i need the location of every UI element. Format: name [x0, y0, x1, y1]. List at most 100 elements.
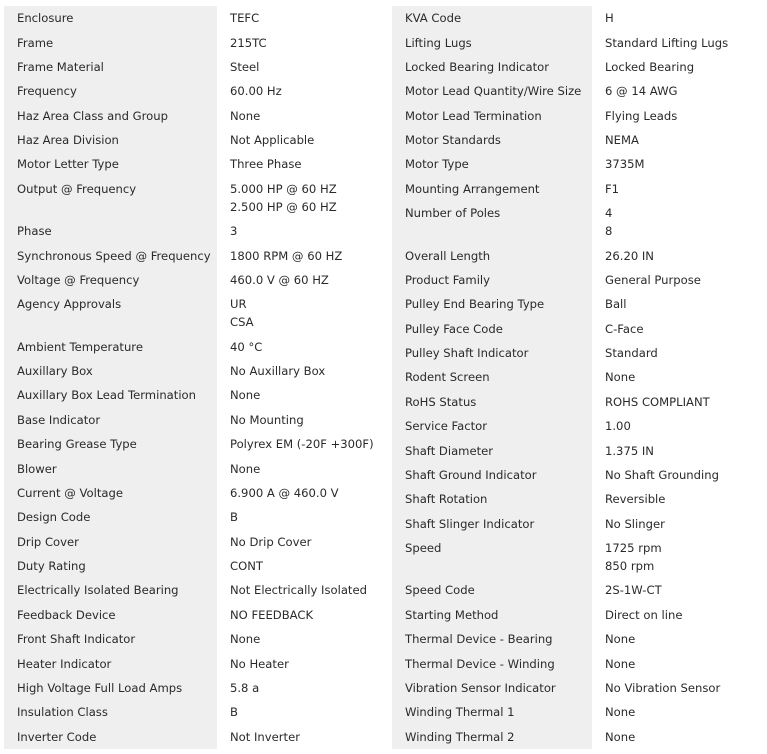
- spec-value: Direct on line: [592, 603, 767, 627]
- spec-row: Product Family General Purpose: [392, 267, 767, 293]
- spec-value-line: Not Inverter: [230, 729, 300, 744]
- spec-value-line: None: [230, 461, 261, 476]
- spec-value-line: 6 @ 14 AWG: [605, 84, 678, 99]
- spec-row: Mounting Arrangement F1: [392, 176, 767, 201]
- spec-value: 6.900 A @ 460.0 V: [217, 481, 392, 505]
- spec-row: Current @ Voltage 6.900 A @ 460.0 V: [4, 480, 392, 506]
- spec-value-line: Not Applicable: [230, 133, 315, 148]
- spec-row: Motor Letter Type Three Phase: [4, 152, 392, 177]
- spec-value-line: None: [605, 370, 636, 385]
- spec-value: 1725 rpm 850 rpm: [592, 536, 767, 578]
- spec-value-line: 60.00 Hz: [230, 84, 282, 99]
- spec-value-line: NO FEEDBACK: [230, 607, 314, 622]
- spec-value-line: 3735M: [605, 157, 645, 172]
- spec-label: Speed: [392, 535, 592, 579]
- spec-label: Auxillary Box: [4, 358, 217, 384]
- spec-value-line: 850 rpm: [605, 559, 655, 574]
- spec-row: Frame Material Steel: [4, 54, 392, 80]
- spec-value: 60.00 Hz: [217, 79, 392, 103]
- spec-value-line: 4: [605, 206, 613, 221]
- spec-row: Inverter Code Not Inverter: [4, 724, 392, 749]
- spec-row: Motor Type 3735M: [392, 152, 767, 177]
- spec-value: 5.8 a: [217, 676, 392, 700]
- spec-row: RoHS Status ROHS COMPLIANT: [392, 389, 767, 414]
- spec-label: Enclosure: [4, 6, 217, 31]
- spec-value: Locked Bearing: [592, 55, 767, 79]
- spec-value-line: Flying Leads: [605, 108, 678, 123]
- spec-value-line: 5.000 HP @ 60 HZ: [230, 181, 337, 196]
- spec-value-line: No Vibration Sensor: [605, 680, 721, 695]
- spec-row: Starting Method Direct on line: [392, 602, 767, 627]
- spec-value-line: General Purpose: [605, 272, 701, 287]
- spec-value-line: C-Face: [605, 321, 644, 336]
- spec-row: Rodent Screen None: [392, 365, 767, 390]
- spec-label: Shaft Rotation: [392, 487, 592, 512]
- spec-label: Inverter Code: [4, 724, 217, 749]
- spec-label: Frame Material: [4, 54, 217, 80]
- spec-value: Standard: [592, 341, 767, 365]
- spec-row: Pulley Face Code C-Face: [392, 316, 767, 341]
- spec-value: Steel: [217, 55, 392, 79]
- spec-row: Blower None: [4, 456, 392, 481]
- spec-row: Phase 3: [4, 219, 392, 244]
- spec-value: 3735M: [592, 152, 767, 176]
- spec-value-line: 2.500 HP @ 60 HZ: [230, 199, 337, 214]
- spec-value: Ball: [592, 292, 767, 316]
- spec-label: Front Shaft Indicator: [4, 627, 217, 652]
- spec-value: CONT: [217, 554, 392, 578]
- spec-label: Drip Cover: [4, 529, 217, 554]
- spec-row: Enclosure TEFC: [4, 6, 392, 31]
- spec-row: Speed 1725 rpm 850 rpm: [392, 535, 767, 579]
- spec-value: No Shaft Grounding: [592, 463, 767, 487]
- spec-value-line: None: [605, 656, 636, 671]
- spec-value-line: CSA: [230, 315, 254, 330]
- spec-value-line: Steel: [230, 59, 260, 74]
- spec-value: NEMA: [592, 128, 767, 152]
- spec-value-line: 1725 rpm: [605, 541, 662, 556]
- spec-row: Haz Area Division Not Applicable: [4, 127, 392, 153]
- spec-value: 1.00: [592, 414, 767, 438]
- spec-row: Feedback Device NO FEEDBACK: [4, 602, 392, 627]
- spec-value: H: [592, 6, 767, 30]
- spec-value-line: None: [230, 388, 261, 403]
- spec-value: None: [592, 700, 767, 724]
- spec-table-left: Enclosure TEFC Frame 215TC Frame Material Ste…: [4, 6, 392, 749]
- spec-label: Shaft Slinger Indicator: [392, 511, 592, 536]
- spec-value-line: NEMA: [605, 133, 639, 148]
- spec-row: Service Factor 1.00: [392, 414, 767, 439]
- spec-row: Number of Poles 4 8: [392, 201, 767, 244]
- spec-row: Motor Standards NEMA: [392, 127, 767, 153]
- spec-value-line: No Mounting: [230, 412, 304, 427]
- spec-value: None: [592, 725, 767, 749]
- spec-label: Lifting Lugs: [392, 30, 592, 55]
- spec-label: Shaft Ground Indicator: [392, 462, 592, 488]
- spec-label: Speed Code: [392, 578, 592, 603]
- spec-value-line: None: [605, 705, 636, 720]
- spec-row: Drip Cover No Drip Cover: [4, 529, 392, 554]
- spec-value-line: B: [230, 510, 238, 525]
- spec-value-line: No Drip Cover: [230, 534, 312, 549]
- spec-value-line: 215TC: [230, 35, 267, 50]
- spec-row: Winding Thermal 2 None: [392, 724, 767, 749]
- spec-label: Motor Letter Type: [4, 152, 217, 177]
- spec-row: Agency Approvals UR CSA: [4, 292, 392, 335]
- spec-row: Electrically Isolated Bearing Not Electri…: [4, 578, 392, 603]
- spec-value-line: F1: [605, 181, 620, 196]
- spec-value: Polyrex EM (-20F +300F): [217, 432, 392, 456]
- spec-value: 460.0 V @ 60 HZ: [217, 268, 392, 292]
- spec-value: 3: [217, 219, 392, 243]
- spec-label: Phase: [4, 219, 217, 244]
- spec-label: Heater Indicator: [4, 651, 217, 676]
- spec-value: None: [592, 651, 767, 675]
- spec-value-line: Ball: [605, 297, 627, 312]
- spec-label: Thermal Device - Bearing: [392, 627, 592, 652]
- spec-label: Winding Thermal 1: [392, 700, 592, 725]
- spec-label: Shaft Diameter: [392, 438, 592, 463]
- spec-value: Not Electrically Isolated: [217, 578, 392, 602]
- spec-value: No Vibration Sensor: [592, 676, 767, 700]
- spec-value-line: None: [230, 108, 261, 123]
- spec-value-line: 6.900 A @ 460.0 V: [230, 485, 339, 500]
- spec-row: KVA Code H: [392, 6, 767, 31]
- spec-label: Pulley End Bearing Type: [392, 292, 592, 317]
- spec-value: Flying Leads: [592, 104, 767, 128]
